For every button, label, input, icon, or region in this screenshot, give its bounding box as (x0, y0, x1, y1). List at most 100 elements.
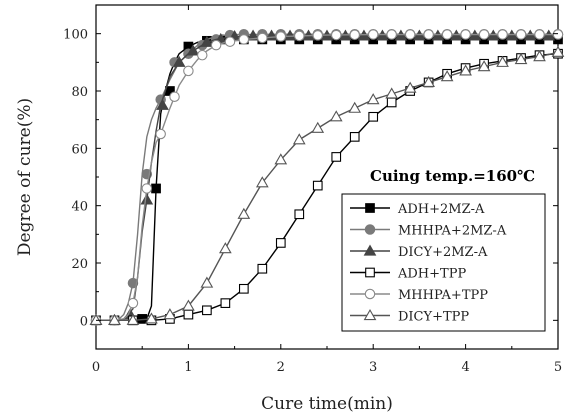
data-point (257, 32, 268, 44)
data-point (349, 29, 360, 41)
data-point (265, 29, 278, 41)
data-point (219, 242, 232, 254)
data-point (294, 209, 305, 220)
data-point (552, 29, 564, 40)
data-point (210, 39, 222, 51)
data-point (156, 98, 169, 110)
legend-label: DICY+TPP (398, 310, 469, 325)
data-point (542, 29, 556, 41)
data-point (468, 29, 482, 41)
x-tick-label: 0 (92, 360, 100, 375)
data-point (182, 299, 195, 311)
data-point (275, 238, 286, 248)
data-point (108, 313, 121, 325)
legend-entry: ADH+TPP (350, 267, 466, 282)
x-tick-label: 1 (184, 360, 192, 375)
y-tick-label: 20 (71, 257, 88, 272)
data-point (450, 29, 463, 41)
data-point (440, 70, 454, 82)
data-point (366, 93, 380, 105)
data-point (202, 305, 212, 316)
data-point (431, 29, 445, 41)
data-point (477, 60, 491, 72)
legend-marker (365, 203, 375, 213)
data-point (145, 312, 158, 324)
data-point (155, 128, 166, 140)
y-tick-label: 0 (80, 314, 88, 329)
data-point (534, 29, 545, 40)
data-point (255, 176, 269, 188)
data-point (183, 65, 194, 77)
data-point (368, 111, 379, 122)
legend-box (341, 193, 546, 332)
data-point (292, 133, 306, 145)
data-point (367, 29, 379, 40)
data-point (497, 29, 508, 40)
data-point (246, 29, 260, 41)
data-point (441, 29, 453, 40)
data-point (312, 180, 323, 191)
legend-entry: MHHPA+TPP (350, 288, 488, 303)
data-point (413, 29, 426, 41)
data-point (183, 309, 194, 320)
axes-layer: 0 1 2 3 4 5 0 20 40 60 80 100 (63, 5, 562, 375)
data-point (140, 193, 154, 205)
data-point (163, 308, 177, 320)
data-point (127, 277, 139, 289)
legend: ADH+2MZ-A MHHPA+2MZ-A DICY+2MZ-A ADH+TPP MHH… (341, 193, 546, 332)
data-point (169, 91, 180, 102)
x-tick-label: 2 (277, 360, 285, 375)
data-point (514, 52, 528, 65)
data-point (331, 152, 342, 162)
data-point (224, 36, 236, 47)
series-3 (89, 29, 558, 325)
data-point (312, 30, 324, 41)
legend-marker (365, 267, 375, 278)
data-point (151, 183, 161, 194)
legend-marker (364, 224, 376, 235)
data-point (200, 35, 214, 47)
data-point (186, 44, 200, 56)
data-point (330, 29, 342, 41)
legend-marker (363, 308, 377, 321)
data-point (349, 132, 360, 142)
data-point (220, 298, 231, 308)
legend-entry: MHHPA+2MZ-A (350, 224, 507, 239)
data-point (237, 207, 251, 219)
data-point (197, 49, 208, 61)
data-point (275, 31, 287, 42)
y-tick-label: 40 (71, 200, 88, 215)
data-point (404, 29, 416, 40)
data-point (486, 29, 500, 41)
data-point (126, 313, 140, 325)
cure-temperature-annotation: Cuing temp.=160℃ (370, 167, 535, 185)
data-point (515, 29, 527, 40)
x-tick-label: 5 (554, 360, 562, 375)
series-5 (90, 29, 564, 326)
data-point (376, 29, 389, 41)
data-point (394, 29, 408, 41)
legend-label: DICY+2MZ-A (398, 245, 488, 260)
data-point (238, 283, 249, 294)
series-6 (89, 45, 565, 325)
data-point (523, 29, 537, 41)
legend-label: MHHPA+TPP (398, 288, 488, 303)
legend-marker (363, 244, 377, 256)
data-point (386, 97, 397, 108)
data-point (386, 29, 397, 40)
data-point (551, 45, 565, 57)
x-axis-label: Cure time(min) (261, 394, 393, 414)
legend-marker (364, 288, 376, 300)
legend-entry: DICY+TPP (350, 308, 469, 325)
data-point (283, 29, 297, 41)
data-point (238, 34, 250, 45)
data-point (274, 153, 288, 165)
legend-entry: DICY+2MZ-A (350, 244, 488, 260)
data-point (459, 64, 472, 76)
series-layer (89, 28, 565, 326)
data-point (533, 50, 546, 62)
data-point (348, 101, 362, 113)
data-point (505, 29, 519, 41)
data-point (478, 29, 490, 40)
